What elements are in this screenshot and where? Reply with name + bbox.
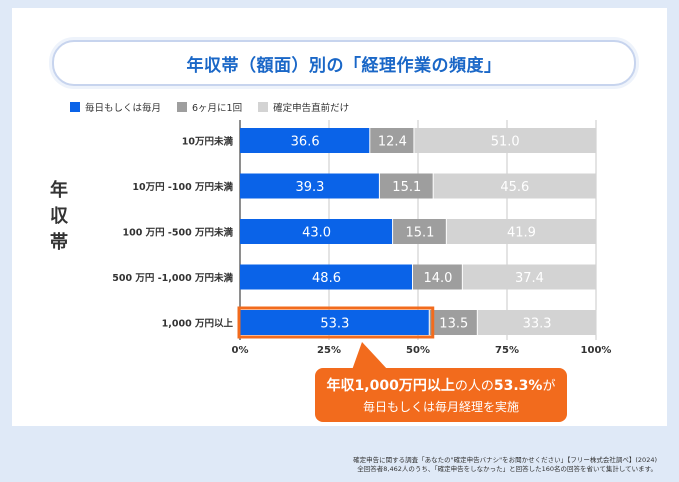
data-label: 12.4: [378, 135, 407, 150]
callout-box: 年収1,000万円以上の人の53.3%が 毎日もしくは毎月経理を実施: [315, 368, 567, 422]
data-label: 48.6: [312, 271, 341, 286]
legend-swatch-before-filing: [258, 102, 269, 112]
x-tick-label: 25%: [317, 345, 341, 356]
data-label: 39.3: [295, 180, 324, 195]
bar-semiannual: [370, 128, 414, 153]
legend: 毎日もしくは毎月 6ヶ月に1回 確定申告直前だけ: [70, 100, 349, 114]
bar-semiannual: [413, 264, 462, 290]
x-tick-label: 100%: [581, 345, 612, 356]
bar-before-filing: [477, 310, 597, 335]
data-label: 15.1: [392, 180, 421, 195]
bar-daily-monthly: [240, 128, 370, 153]
legend-item-daily-monthly: 毎日もしくは毎月: [70, 100, 161, 114]
data-label: 53.3: [320, 317, 349, 332]
bar-before-filing: [462, 264, 596, 290]
bar-before-filing: [433, 173, 596, 199]
data-label: 51.0: [491, 135, 520, 150]
legend-item-semiannual: 6ヶ月に1回: [177, 100, 242, 114]
bar-before-filing: [414, 128, 596, 153]
callout-text-end: が: [542, 379, 556, 394]
legend-label-semiannual: 6ヶ月に1回: [192, 103, 243, 114]
bar-before-filing: [446, 219, 596, 244]
data-label: 33.3: [523, 317, 552, 332]
data-label: 43.0: [302, 226, 331, 241]
bar-semiannual: [393, 219, 446, 244]
data-label: 36.6: [291, 135, 320, 150]
y-category-label: 500 万円 -1,000 万円未満: [112, 272, 233, 284]
data-label: 15.1: [405, 226, 434, 241]
data-label: 13.5: [439, 317, 468, 332]
y-axis-title-char: 年: [50, 180, 68, 201]
data-label: 14.0: [423, 271, 452, 286]
legend-swatch-semiannual: [177, 102, 188, 112]
source-note: 確定申告に関する調査「あなたの"確定申告バナシ"をお聞かせください」【フリー株式…: [353, 456, 657, 474]
bar-semiannual: [379, 173, 433, 199]
callout-highlight-percent: 53.3%: [493, 378, 543, 394]
x-tick-label: 0%: [232, 345, 249, 356]
x-tick-label: 75%: [495, 345, 519, 356]
bar-daily-monthly: [240, 173, 379, 199]
y-axis-title-char: 収: [50, 206, 68, 227]
chart-title: 年収帯（額面）別の「経理作業の頻度」: [186, 55, 502, 76]
source-line: 確定申告に関する調査「あなたの"確定申告バナシ"をお聞かせください」【フリー株式…: [353, 456, 657, 464]
bar-daily-monthly: [240, 219, 393, 244]
legend-label-before-filing: 確定申告直前だけ: [273, 103, 350, 114]
legend-swatch-daily-monthly: [70, 102, 80, 112]
legend-item-before-filing: 確定申告直前だけ: [258, 100, 349, 114]
y-axis-title-char: 帯: [50, 232, 68, 253]
callout-line-1: 年収1,000万円以上の人の53.3%が: [315, 375, 567, 395]
footer-band: [0, 426, 679, 482]
callout-highlight-income: 年収1,000万円以上: [326, 378, 455, 394]
title-banner: 年収帯（額面）別の「経理作業の頻度」: [52, 40, 636, 86]
y-category-label: 1,000 万円以上: [162, 318, 234, 330]
bar-daily-monthly: [240, 264, 413, 290]
data-label: 37.4: [515, 271, 544, 286]
data-label: 45.6: [500, 180, 529, 195]
callout-text-mid: の人の: [454, 379, 494, 394]
y-category-label: 10万円 -100 万円未満: [132, 181, 233, 193]
y-axis-title: 年 収 帯: [48, 178, 70, 256]
y-category-label: 10万円未満: [182, 136, 234, 148]
source-line: 全回答者8,462人のうち、「確定申告をしなかった」と回答した160名の回答を省…: [357, 465, 657, 473]
x-tick-label: 50%: [406, 345, 430, 356]
highlight-frame: [237, 306, 435, 339]
callout-line-2: 毎日もしくは毎月経理を実施: [362, 400, 519, 414]
callout-pointer: [352, 342, 388, 370]
bar-semiannual: [429, 310, 477, 335]
bar-daily-monthly: [240, 310, 429, 335]
y-category-label: 100 万円 -500 万円未満: [122, 227, 233, 239]
data-label: 41.9: [507, 226, 536, 241]
legend-label-daily-monthly: 毎日もしくは毎月: [85, 103, 162, 114]
